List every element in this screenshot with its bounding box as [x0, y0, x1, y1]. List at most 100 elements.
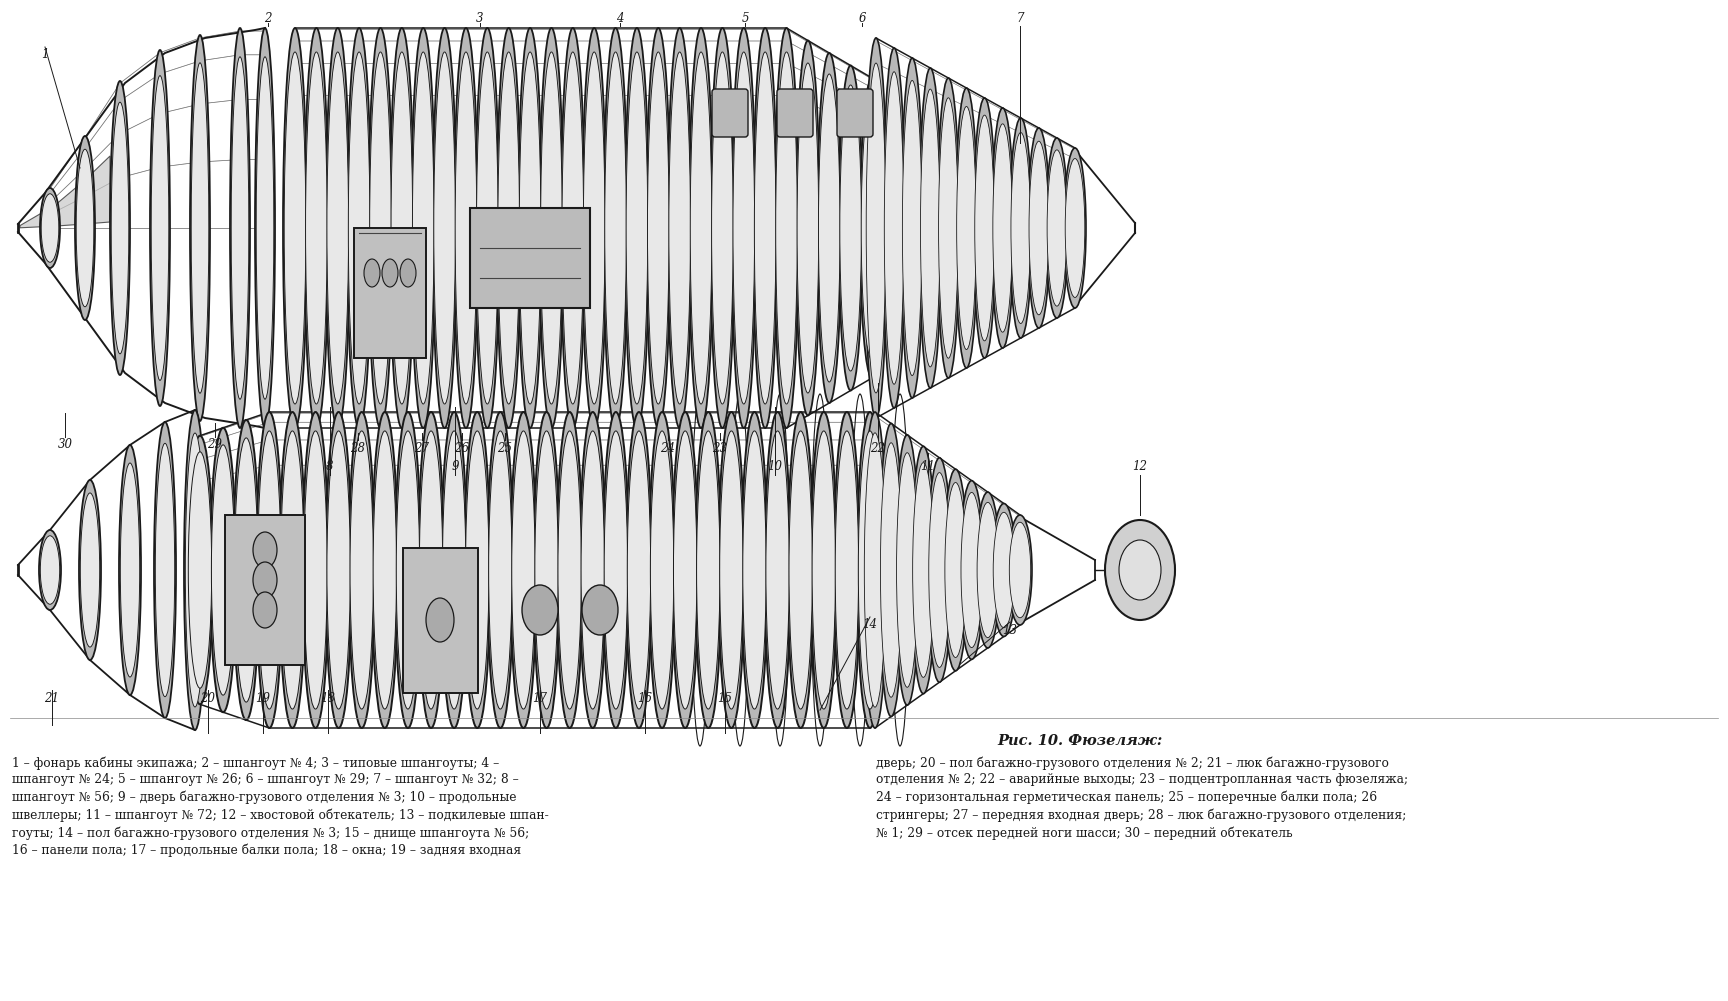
Ellipse shape — [1047, 150, 1066, 306]
Ellipse shape — [650, 412, 676, 728]
Text: дверь; 20 – пол багажно-грузового отделения № 2; 21 – люк багажно-грузового: дверь; 20 – пол багажно-грузового отделе… — [876, 756, 1389, 770]
Ellipse shape — [74, 136, 95, 320]
Ellipse shape — [797, 40, 819, 415]
Ellipse shape — [211, 427, 237, 712]
Ellipse shape — [719, 412, 745, 728]
Ellipse shape — [712, 52, 733, 404]
Ellipse shape — [40, 188, 60, 268]
Ellipse shape — [672, 412, 698, 728]
Ellipse shape — [256, 57, 273, 399]
Ellipse shape — [351, 431, 373, 709]
Ellipse shape — [256, 412, 282, 728]
Ellipse shape — [283, 52, 306, 404]
Text: 1: 1 — [41, 48, 48, 61]
Ellipse shape — [489, 431, 511, 709]
Ellipse shape — [188, 451, 213, 688]
Ellipse shape — [465, 431, 489, 709]
Ellipse shape — [121, 463, 140, 677]
Ellipse shape — [41, 194, 59, 262]
Ellipse shape — [911, 446, 935, 694]
Ellipse shape — [790, 431, 812, 709]
Ellipse shape — [441, 412, 467, 728]
Text: гоуты; 14 – пол багажно-грузового отделения № 3; 15 – днище шпангоута № 56;: гоуты; 14 – пол багажно-грузового отделе… — [12, 826, 529, 840]
Ellipse shape — [327, 52, 349, 404]
Ellipse shape — [866, 38, 886, 418]
Ellipse shape — [185, 433, 204, 707]
Text: 11: 11 — [921, 460, 935, 473]
Ellipse shape — [835, 431, 859, 709]
Ellipse shape — [511, 431, 536, 709]
Ellipse shape — [372, 412, 397, 728]
Ellipse shape — [582, 28, 607, 428]
Text: 6: 6 — [859, 11, 866, 24]
Ellipse shape — [840, 85, 862, 371]
Ellipse shape — [520, 52, 541, 404]
Ellipse shape — [603, 412, 629, 728]
Ellipse shape — [283, 28, 308, 428]
Ellipse shape — [1009, 523, 1030, 618]
Ellipse shape — [1045, 138, 1068, 318]
Ellipse shape — [1007, 515, 1032, 625]
Ellipse shape — [897, 452, 918, 688]
Ellipse shape — [1009, 118, 1032, 338]
Ellipse shape — [755, 52, 776, 404]
Ellipse shape — [859, 431, 881, 709]
Text: 29: 29 — [207, 438, 223, 451]
Ellipse shape — [881, 442, 902, 698]
Ellipse shape — [556, 412, 582, 728]
Ellipse shape — [650, 431, 674, 709]
Ellipse shape — [741, 412, 767, 728]
Ellipse shape — [919, 68, 942, 388]
Ellipse shape — [562, 28, 584, 428]
Ellipse shape — [111, 81, 130, 375]
Text: 5: 5 — [741, 11, 748, 24]
Ellipse shape — [584, 52, 605, 404]
Ellipse shape — [257, 431, 282, 709]
Ellipse shape — [510, 412, 536, 728]
Ellipse shape — [252, 592, 276, 628]
Text: шпангоут № 56; 9 – дверь багажно-грузового отделения № 3; 10 – продольные: шпангоут № 56; 9 – дверь багажно-грузово… — [12, 791, 517, 805]
Ellipse shape — [581, 412, 607, 728]
Ellipse shape — [689, 52, 712, 404]
Text: 21: 21 — [45, 692, 59, 705]
Ellipse shape — [418, 412, 444, 728]
Ellipse shape — [522, 585, 558, 635]
Ellipse shape — [994, 124, 1013, 332]
Ellipse shape — [810, 412, 836, 728]
Ellipse shape — [945, 482, 966, 658]
Ellipse shape — [536, 431, 558, 709]
Text: 19: 19 — [256, 692, 271, 705]
Ellipse shape — [306, 52, 327, 404]
Ellipse shape — [498, 52, 520, 404]
Text: 17: 17 — [532, 692, 548, 705]
Ellipse shape — [975, 115, 994, 340]
Text: 3: 3 — [477, 11, 484, 24]
Text: 16: 16 — [638, 692, 653, 705]
Ellipse shape — [689, 28, 714, 428]
Ellipse shape — [562, 52, 584, 404]
Text: 13: 13 — [1002, 624, 1018, 637]
Ellipse shape — [603, 28, 627, 428]
Ellipse shape — [992, 504, 1016, 637]
Ellipse shape — [943, 469, 968, 671]
Ellipse shape — [646, 28, 670, 428]
Ellipse shape — [743, 431, 766, 709]
Ellipse shape — [40, 530, 60, 610]
FancyBboxPatch shape — [225, 515, 306, 665]
Ellipse shape — [391, 28, 413, 428]
Text: 28: 28 — [351, 441, 366, 454]
Ellipse shape — [252, 562, 276, 598]
Ellipse shape — [819, 74, 840, 382]
Ellipse shape — [669, 52, 691, 404]
Text: 12: 12 — [1132, 460, 1147, 473]
Ellipse shape — [454, 28, 479, 428]
Ellipse shape — [776, 52, 797, 404]
Ellipse shape — [280, 412, 306, 728]
Ellipse shape — [518, 28, 543, 428]
Ellipse shape — [648, 52, 669, 404]
Text: 7: 7 — [1016, 11, 1023, 24]
Ellipse shape — [605, 52, 626, 404]
Text: 2: 2 — [264, 11, 271, 24]
FancyBboxPatch shape — [470, 208, 589, 308]
Ellipse shape — [835, 412, 861, 728]
